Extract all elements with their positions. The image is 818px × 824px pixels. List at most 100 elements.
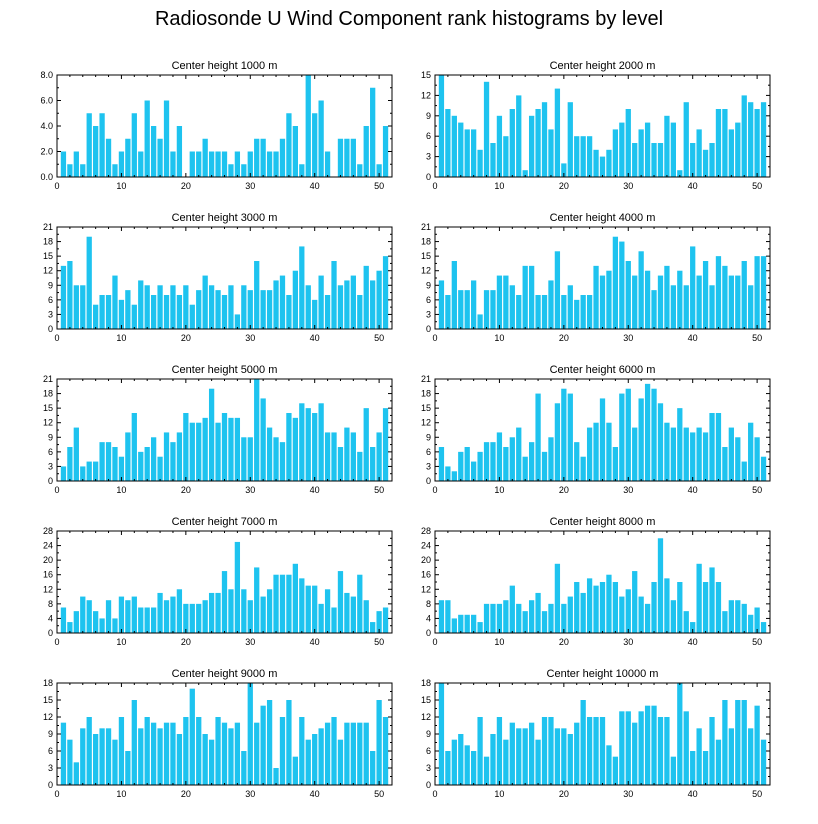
bar (593, 149, 599, 177)
bar (445, 751, 451, 785)
x-tick-label: 10 (494, 181, 504, 191)
bar (483, 442, 490, 481)
bar (567, 596, 573, 633)
y-tick-label: 28 (43, 526, 53, 536)
bar (638, 251, 644, 329)
bar (541, 102, 548, 177)
bar (657, 143, 664, 177)
y-tick-label: 0 (48, 476, 53, 486)
bar (208, 285, 215, 329)
x-tick-label: 40 (688, 637, 698, 647)
y-tick-label: 15 (421, 251, 431, 261)
bar (593, 265, 599, 329)
bar (228, 164, 234, 177)
bar (709, 413, 715, 481)
bar (677, 582, 683, 633)
bar (60, 265, 67, 329)
bar (483, 290, 490, 329)
y-tick-label: 9 (48, 280, 53, 290)
bar (516, 603, 522, 633)
bar (324, 151, 331, 177)
y-tick-label: 15 (43, 695, 53, 705)
bar (464, 447, 470, 481)
bar (638, 711, 644, 785)
bar (438, 447, 445, 481)
bar (509, 437, 515, 481)
x-tick-label: 50 (374, 637, 384, 647)
bar (208, 388, 215, 481)
bar (357, 451, 363, 481)
histogram-panel: Center height 4000 m 0 3 6 9 12 15 18 21 0 10 20 30 4… (421, 212, 771, 343)
bar (683, 427, 689, 481)
bar (644, 705, 651, 785)
bar (632, 571, 638, 633)
bar (266, 290, 273, 329)
bar (312, 299, 318, 329)
bar (60, 466, 67, 481)
bar (438, 683, 445, 785)
bar (599, 156, 606, 177)
y-tick-label: 18 (43, 389, 53, 399)
y-tick-label: 8 (48, 599, 53, 609)
bar (567, 285, 573, 329)
bar (202, 734, 208, 785)
bar (170, 722, 176, 785)
bar (709, 143, 715, 177)
bar (273, 151, 279, 177)
bar (131, 304, 137, 329)
bar (170, 285, 176, 329)
bar (683, 611, 689, 633)
bar (247, 437, 253, 481)
bar (528, 722, 535, 785)
bar (344, 280, 350, 329)
y-tick-label: 18 (43, 237, 53, 247)
bar (760, 256, 767, 329)
x-tick-label: 40 (310, 637, 320, 647)
bar (690, 143, 696, 177)
x-tick-label: 0 (54, 485, 59, 495)
histogram-panel: Center height 9000 m 0 3 6 9 12 15 18 0 10 20 30 40 5… (43, 668, 393, 799)
bar (509, 585, 515, 633)
bar (86, 717, 92, 785)
bar (580, 295, 586, 329)
bar (86, 113, 92, 177)
y-tick-label: 0 (426, 324, 431, 334)
x-tick-label: 40 (310, 181, 320, 191)
bar (118, 717, 125, 785)
bar (702, 582, 709, 633)
bar (80, 728, 86, 785)
bar (318, 603, 324, 633)
bar (483, 81, 490, 177)
bar (60, 151, 67, 177)
bar (60, 607, 67, 633)
y-tick-label: 4 (48, 613, 53, 623)
panel-title: Center height 6000 m (550, 364, 656, 376)
bar (561, 388, 567, 481)
bar (535, 592, 541, 633)
bar (324, 432, 331, 481)
bar (593, 717, 599, 785)
bar (170, 442, 176, 481)
panel-title: Center height 7000 m (172, 516, 278, 528)
bar (266, 589, 273, 633)
bar (118, 299, 125, 329)
bar (260, 596, 266, 633)
bar (260, 705, 266, 785)
bar (760, 622, 767, 633)
bar (516, 427, 522, 481)
bar (625, 388, 631, 481)
bar (522, 611, 528, 633)
x-tick-label: 10 (116, 181, 126, 191)
bar (477, 451, 483, 481)
bar (286, 295, 292, 329)
bar (350, 138, 356, 177)
y-tick-label: 18 (421, 389, 431, 399)
bar (370, 751, 376, 785)
y-tick-label: 3 (426, 309, 431, 319)
x-tick-label: 50 (374, 789, 384, 799)
bar (125, 290, 131, 329)
x-tick-label: 0 (432, 789, 437, 799)
y-tick-label: 18 (421, 237, 431, 247)
bar (657, 403, 664, 481)
bar (619, 393, 625, 481)
